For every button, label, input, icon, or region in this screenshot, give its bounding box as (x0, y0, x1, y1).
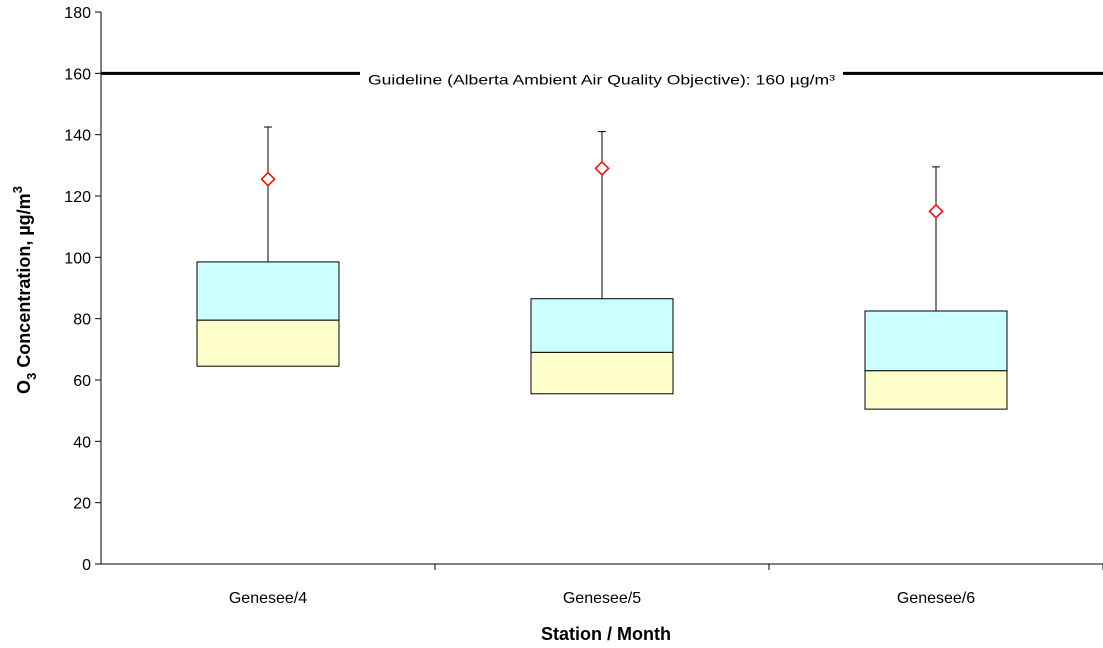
y-tick-label: 60 (73, 373, 91, 390)
y-axis-title-text: Concentration, µg/m (14, 193, 34, 372)
box-lower-quartile (864, 370, 1008, 410)
y-tick-label: 180 (64, 5, 91, 22)
y-tick-label: 0 (82, 557, 91, 574)
y-axis-title-prefix: O (14, 380, 34, 394)
y-tick-label: 140 (64, 128, 91, 145)
axes: 0 20 40 60 80 100 120 140 160 180 Genesee/4 Genesee… (64, 5, 1103, 607)
y-axis-title: O3 Concentration, µg/m3 (10, 186, 39, 394)
mean-marker (594, 160, 610, 176)
x-axis-title: Station / Month (541, 624, 671, 644)
box-1 (196, 126, 340, 367)
x-category-label: Genesee/4 (229, 590, 307, 607)
box-lower-quartile (530, 351, 674, 395)
box-lower-quartile (196, 319, 340, 367)
y-axis-title-superscript: 3 (10, 186, 25, 193)
y-axis-title-subscript: 3 (24, 373, 39, 380)
box-upper-quartile (196, 261, 340, 321)
x-category-label: Genesee/6 (897, 590, 975, 607)
box-upper-quartile (530, 298, 674, 353)
box-upper-quartile (864, 310, 1008, 372)
box-3 (864, 166, 1008, 410)
mean-marker (260, 171, 276, 187)
boxes (196, 126, 1008, 410)
y-tick-label: 40 (73, 434, 91, 451)
mean-marker (928, 203, 944, 219)
box-2 (530, 131, 674, 395)
y-tick-label: 80 (73, 312, 91, 329)
y-tick-label: 160 (64, 66, 91, 83)
y-tick-label: 20 (73, 496, 91, 513)
y-tick-label: 120 (64, 189, 91, 206)
y-tick-label: 100 (64, 250, 91, 267)
guideline: Guideline (Alberta Ambient Air Quality O… (101, 71, 1103, 87)
guideline-label: Guideline (Alberta Ambient Air Quality O… (368, 71, 835, 87)
x-category-label: Genesee/5 (563, 590, 641, 607)
